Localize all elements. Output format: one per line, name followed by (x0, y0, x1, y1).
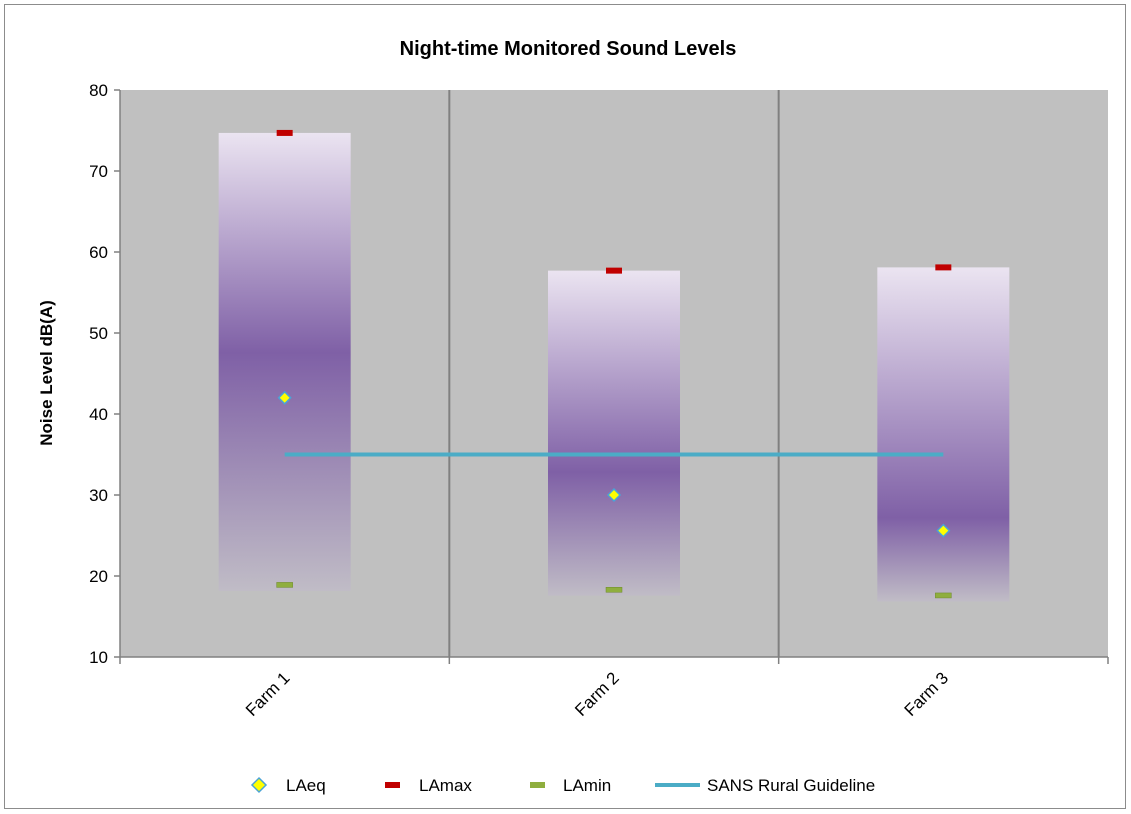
range-bar (218, 132, 351, 591)
lamax-marker (935, 264, 952, 271)
legend-laeq-label: LAeq (286, 776, 326, 795)
y-tick-label: 60 (89, 243, 108, 262)
legend-item-laeq: LAeq (250, 776, 326, 795)
x-tick-label: Farm 3 (901, 668, 953, 720)
y-tick-label: 50 (89, 324, 108, 343)
y-axis-label: Noise Level dB(A) (37, 300, 56, 445)
legend-lamin-label: LAmin (563, 776, 611, 795)
y-tick-label: 70 (89, 162, 108, 181)
range-bar (877, 267, 1010, 602)
legend: LAeq LAmax LAmin SANS Rural Guideline (250, 776, 875, 795)
range-bar (548, 270, 680, 596)
legend-lamax-label: LAmax (419, 776, 472, 795)
legend-item-lamax: LAmax (385, 776, 472, 795)
lamin-marker (935, 592, 952, 599)
laeq-marker (606, 487, 622, 503)
x-tick-label: Farm 2 (571, 668, 623, 720)
legend-item-lamin: LAmin (530, 776, 611, 795)
y-tick-label: 80 (89, 81, 108, 100)
legend-laeq-marker (250, 776, 268, 794)
laeq-marker (936, 523, 951, 538)
legend-guideline-label: SANS Rural Guideline (707, 776, 875, 795)
legend-lamax-marker (385, 782, 400, 788)
y-tick-label: 20 (89, 567, 108, 586)
lamax-marker (276, 129, 293, 136)
y-tick-label: 40 (89, 405, 108, 424)
markers-layer (276, 129, 952, 599)
y-tick-label: 10 (89, 648, 108, 667)
bars-layer (218, 132, 1010, 602)
legend-item-sans-guideline: SANS Rural Guideline (655, 776, 875, 795)
lamax-marker (606, 267, 622, 274)
grid-layer (448, 90, 780, 657)
lamin-marker (605, 587, 623, 593)
lamin-marker (276, 582, 293, 588)
legend-lamin-marker (530, 782, 545, 788)
x-tick-label: Farm 1 (242, 668, 294, 720)
laeq-marker (277, 390, 292, 405)
y-tick-label: 30 (89, 486, 108, 505)
chart-title: Night-time Monitored Sound Levels (400, 38, 737, 60)
